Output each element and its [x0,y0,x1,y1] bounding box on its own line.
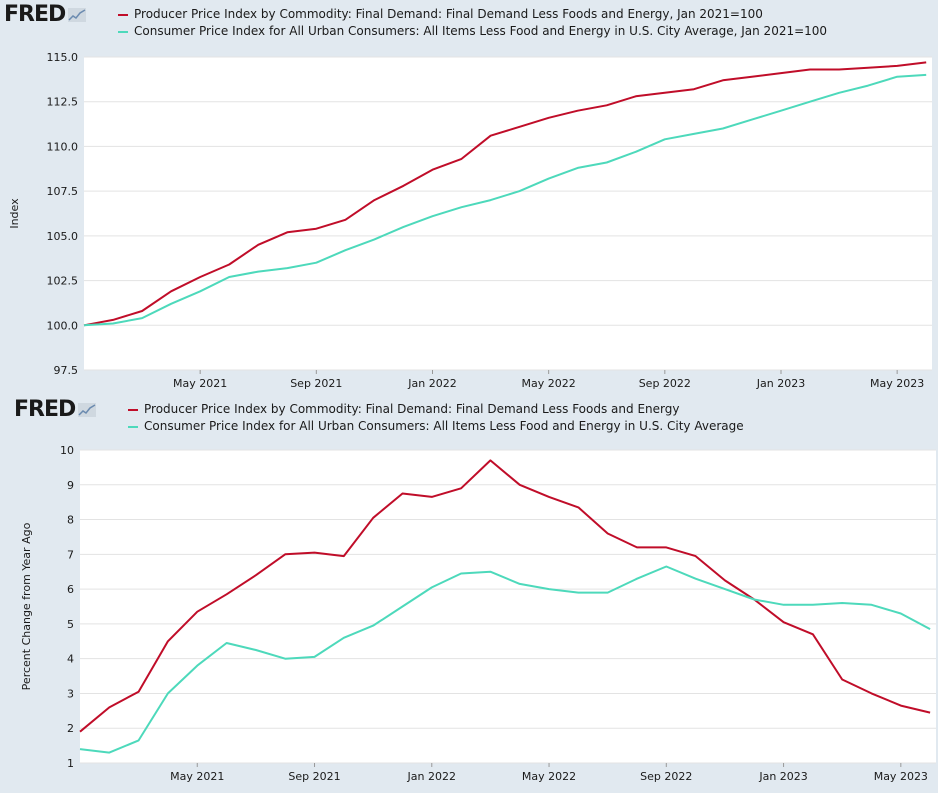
y-tick-label: 112.5 [47,96,79,109]
legend-label-cpi-2: Consumer Price Index for All Urban Consu… [144,419,744,433]
y-tick-label: 105.0 [47,230,79,243]
chart-panel-2: FRED Producer Price Index by Commodity: … [0,395,938,793]
x-tick-label: May 2021 [170,770,224,783]
x-tick-label: Sep 2022 [640,770,692,783]
y-tick-label: 9 [67,479,74,492]
legend-swatch-cpi [118,30,128,33]
chart-logo-icon [68,8,87,22]
x-tick-label: Sep 2021 [288,770,340,783]
cpi-series-line [83,73,927,327]
x-tick-label: Sep 2021 [290,377,342,390]
legend-swatch-ppi-2 [128,408,138,411]
y-axis-label: Index [8,198,21,229]
y-tick-label: 3 [67,687,74,700]
y-tick-label: 115.0 [47,51,79,64]
x-tick-label: May 2021 [173,377,227,390]
chart-logo-icon-2 [78,403,97,417]
legend-label-ppi: Producer Price Index by Commodity: Final… [134,7,763,21]
chart-svg-2: 1 2 3 4 5 6 7 8 9 10 May 2021 Sep 2021 Jan 2022 May 2… [20,444,936,783]
x-tick-label: May 2022 [522,377,576,390]
fred-logo: FRED [4,2,87,27]
legend-swatch-cpi-2 [128,425,138,428]
x-tick-label: Jan 2023 [758,770,807,783]
y-tick-label: 4 [67,653,74,666]
y-axis-label: Percent Change from Year Ago [20,522,33,690]
legend-item-cpi: Consumer Price Index for All Urban Consu… [118,23,827,40]
plot-area [84,57,932,370]
y-tick-label: 102.5 [47,275,79,288]
y-tick-label: 6 [67,583,74,596]
x-tick-label: May 2023 [874,770,928,783]
y-tick-label: 7 [67,548,74,561]
x-tick-label: May 2022 [522,770,576,783]
y-tick-label: 8 [67,514,74,527]
y-tick-label: 107.5 [47,185,79,198]
y-tick-label: 100.0 [47,319,79,332]
chart-panel-1: FRED Producer Price Index by Commodity: … [0,0,938,395]
x-tick-label: Jan 2022 [407,770,456,783]
legend-swatch-ppi [118,13,128,16]
y-tick-label: 97.5 [54,364,79,377]
legend-item-ppi-2: Producer Price Index by Commodity: Final… [128,401,744,418]
y-tick-label: 2 [67,722,74,735]
ppi-series-line [83,61,927,327]
legend-label-cpi: Consumer Price Index for All Urban Consu… [134,24,828,38]
y-tick-label: 1 [67,757,74,770]
legend-item-cpi-2: Consumer Price Index for All Urban Consu… [128,418,744,435]
y-tick-label: 5 [67,618,74,631]
fred-logo-2: FRED [14,397,97,422]
legend-item-ppi: Producer Price Index by Commodity: Final… [118,6,827,23]
plot-area [80,450,936,763]
legend-label-ppi-2: Producer Price Index by Commodity: Final… [144,402,680,416]
legend: Producer Price Index by Commodity: Final… [118,6,827,40]
x-tick-label: May 2023 [870,377,924,390]
y-tick-label: 10 [60,444,74,457]
legend-2: Producer Price Index by Commodity: Final… [128,401,744,435]
cpi-series-line [79,565,931,754]
x-tick-label: Sep 2022 [639,377,691,390]
y-tick-label: 110.0 [47,140,79,153]
ppi-series-line [79,459,931,733]
chart-svg-1: 97.5 100.0 102.5 105.0 107.5 110.0 112.5 115.0 M… [8,51,932,390]
x-tick-label: Jan 2022 [407,377,456,390]
x-tick-label: Jan 2023 [756,377,805,390]
